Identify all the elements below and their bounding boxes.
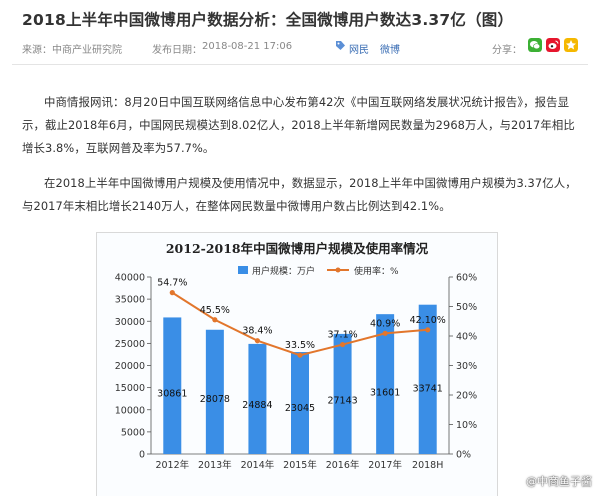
usage-rate-point (382, 330, 388, 336)
bar-2016年 (333, 333, 352, 454)
tag-netizens[interactable]: 网民 (349, 45, 369, 56)
y-right-tick-label: 30% (456, 361, 477, 372)
paragraph-2: 在2018上半年中国微博用户规模及使用情况中，数据显示，2018上半年中国微博用… (22, 176, 577, 213)
bar-value-label: 27143 (327, 396, 357, 407)
usage-rate-label: 54.7% (157, 278, 187, 289)
y-right-tick-label: 10% (456, 420, 477, 431)
x-tick-label: 2018H (412, 460, 443, 471)
y-right-tick-label: 20% (456, 391, 477, 402)
chart-frame: 2012-2018年中国微博用户规模及使用率情况用户规模：万户 使用率：% 0 500… (96, 232, 498, 496)
y-left-tick-label: 10000 (115, 405, 145, 416)
x-tick-label: 2013年 (198, 459, 232, 471)
x-tick-label: 2014年 (241, 459, 275, 471)
weibo-share-icon[interactable] (546, 38, 560, 52)
y-left-tick-label: 40000 (115, 273, 145, 284)
bar-2014年 (248, 343, 267, 454)
bar-2015年 (291, 352, 309, 454)
tag-weibo[interactable]: 微博 (380, 45, 400, 56)
article-meta: 来源： 中商产业研究院 发布日期： 2018-08-21 17:06 网民 微博… (22, 36, 582, 58)
y-right-tick-label: 40% (456, 332, 477, 343)
usage-rate-label: 45.5% (200, 305, 230, 316)
usage-rate-point (297, 352, 303, 358)
share-label: 分享： (492, 45, 522, 56)
y-right-tick-label: 50% (456, 302, 477, 313)
bar-value-label: 33741 (413, 383, 443, 394)
article-title: 2018上半年中国微博用户数据分析：全国微博用户数达3.37亿（图） (22, 11, 514, 29)
publish-date: 2018-08-21 17:06 (202, 41, 293, 52)
usage-rate-label: 40.9% (370, 318, 400, 329)
y-left-tick-label: 35000 (115, 295, 145, 306)
usage-rate-label: 42.10% (410, 315, 446, 326)
paragraph-1: 中商情报网讯：8月20日中国互联网络信息中心发布第42次《中国互联网络发展状况统… (22, 95, 575, 155)
source-link[interactable]: 中商产业研究院 (52, 45, 122, 56)
bar-value-label: 24884 (242, 400, 272, 411)
qzone-share-icon[interactable] (564, 38, 578, 52)
tag-icon (336, 41, 345, 50)
x-tick-label: 2016年 (326, 459, 360, 471)
legend-bar-swatch (238, 266, 248, 274)
watermark: @中商鱼子酱 (526, 475, 592, 488)
y-left-tick-label: 0 (139, 450, 145, 461)
bar-2018H (418, 304, 437, 454)
usage-rate-label: 37.1% (327, 330, 357, 341)
usage-rate-label: 33.5% (285, 340, 315, 351)
divider (12, 64, 588, 65)
y-left-tick-label: 30000 (115, 317, 145, 328)
y-right-tick-label: 0% (456, 450, 471, 461)
usage-rate-point (169, 290, 175, 296)
x-tick-label: 2012年 (155, 459, 189, 471)
usage-rate-point (212, 317, 218, 323)
y-left-tick-label: 20000 (115, 361, 145, 372)
date-label: 发布日期： (152, 45, 202, 56)
bar-value-label: 28078 (200, 394, 230, 405)
y-right-tick-label: 60% (456, 273, 477, 284)
bar-2013年 (205, 329, 224, 454)
source-label: 来源： (22, 45, 52, 56)
usage-rate-point (339, 341, 346, 348)
bar-2012年 (163, 317, 182, 454)
y-left-tick-label: 5000 (121, 427, 145, 438)
usage-rate-point (425, 327, 431, 333)
y-left-tick-label: 15000 (115, 383, 145, 394)
legend-line-marker (335, 267, 341, 273)
bar-value-label: 30861 (157, 389, 187, 400)
legend-line-label: 使用率：% (354, 265, 399, 277)
bar-value-label: 23045 (285, 403, 315, 414)
y-left-tick-label: 25000 (115, 339, 145, 350)
chart-title: 2012-2018年中国微博用户规模及使用率情况 (166, 241, 429, 256)
usage-rate-label: 38.4% (242, 326, 272, 337)
wechat-share-icon[interactable] (528, 38, 542, 52)
legend-bar-label: 用户规模：万户 (252, 265, 315, 277)
x-tick-label: 2015年 (283, 459, 317, 471)
x-tick-label: 2017年 (368, 459, 402, 471)
bar-2017年 (376, 314, 395, 454)
bar-value-label: 31601 (370, 387, 400, 398)
usage-rate-point (254, 338, 261, 344)
